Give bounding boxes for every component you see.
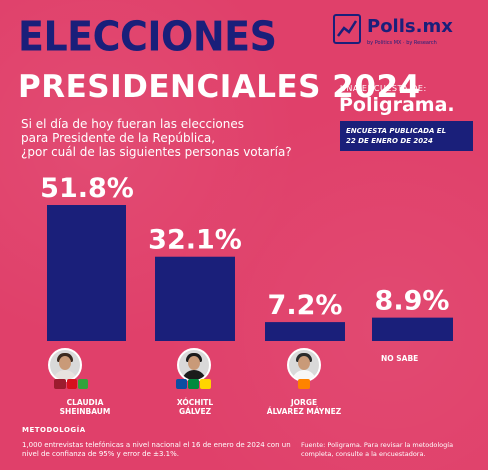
bar-value-label-no-sabe: 8.9% — [375, 286, 450, 317]
bar-alvarez-maynez — [265, 322, 345, 341]
party-logo-pan — [176, 379, 187, 389]
candidate-photo-alvarez-maynez — [287, 348, 321, 382]
page-title-line1: ELECCIONES — [18, 12, 277, 61]
candidate-name-alvarez-maynez: JORGE ÁLVAREZ MÁYNEZ — [266, 398, 342, 416]
methodology-title: METODOLOGÍA — [22, 426, 86, 434]
party-logo-pri — [188, 379, 199, 389]
question-line3: ¿por cuál de las siguientes personas vot… — [21, 145, 292, 159]
source-note: Fuente: Poligrama. Para revisar la metod… — [301, 441, 454, 458]
polls-mx-logo: Polls.mx by Politics MX · by Research — [333, 14, 473, 52]
party-logo-prd — [200, 379, 211, 389]
published-line1: ENCUESTA PUBLICADA EL — [346, 127, 447, 135]
question-line1: Si el día de hoy fueran las elecciones — [21, 117, 244, 131]
question-line2: para Presidente de la República, — [21, 131, 216, 145]
party-logo-pvem — [78, 379, 88, 389]
party-logo-morena — [54, 379, 66, 389]
candidate-name-galvez: XÓCHITL GÁLVEZ — [176, 398, 214, 416]
bar-value-label-sheinbaum: 51.8% — [40, 173, 134, 204]
bar-value-label-alvarez-maynez: 7.2% — [268, 290, 343, 321]
bar-value-label-galvez: 32.1% — [148, 225, 242, 256]
bar-no-sabe — [372, 317, 453, 341]
party-logo-mc — [298, 379, 310, 389]
survey-by-label: UNA ENCUESTA DE: — [340, 84, 427, 93]
no-sabe-label: NO SABE — [381, 354, 419, 363]
candidate-photo-sheinbaum — [48, 348, 82, 382]
candidate-photo-galvez — [177, 348, 211, 382]
publication-date-box: ENCUESTA PUBLICADA EL 22 DE ENERO DE 202… — [340, 121, 473, 151]
bar-galvez — [155, 256, 235, 341]
candidate-name-sheinbaum: CLAUDIA SHEINBAUM — [59, 398, 111, 416]
published-line2: 22 DE ENERO DE 2024 — [346, 137, 433, 145]
survey-question: Si el día de hoy fueran las elecciones p… — [21, 117, 341, 159]
party-logo-pt — [67, 379, 77, 389]
logo-name: Polls.mx — [367, 16, 453, 37]
bar-sheinbaum — [47, 205, 126, 341]
pollster-logo: Poligrama. — [339, 94, 455, 116]
logo-subtitle: by Politics MX · by Research — [367, 40, 437, 46]
page-title-line2: PRESIDENCIALES 2024 — [18, 69, 421, 105]
methodology-text: 1,000 entrevistas telefónicas a nivel na… — [22, 441, 291, 458]
chart-icon — [333, 14, 361, 44]
